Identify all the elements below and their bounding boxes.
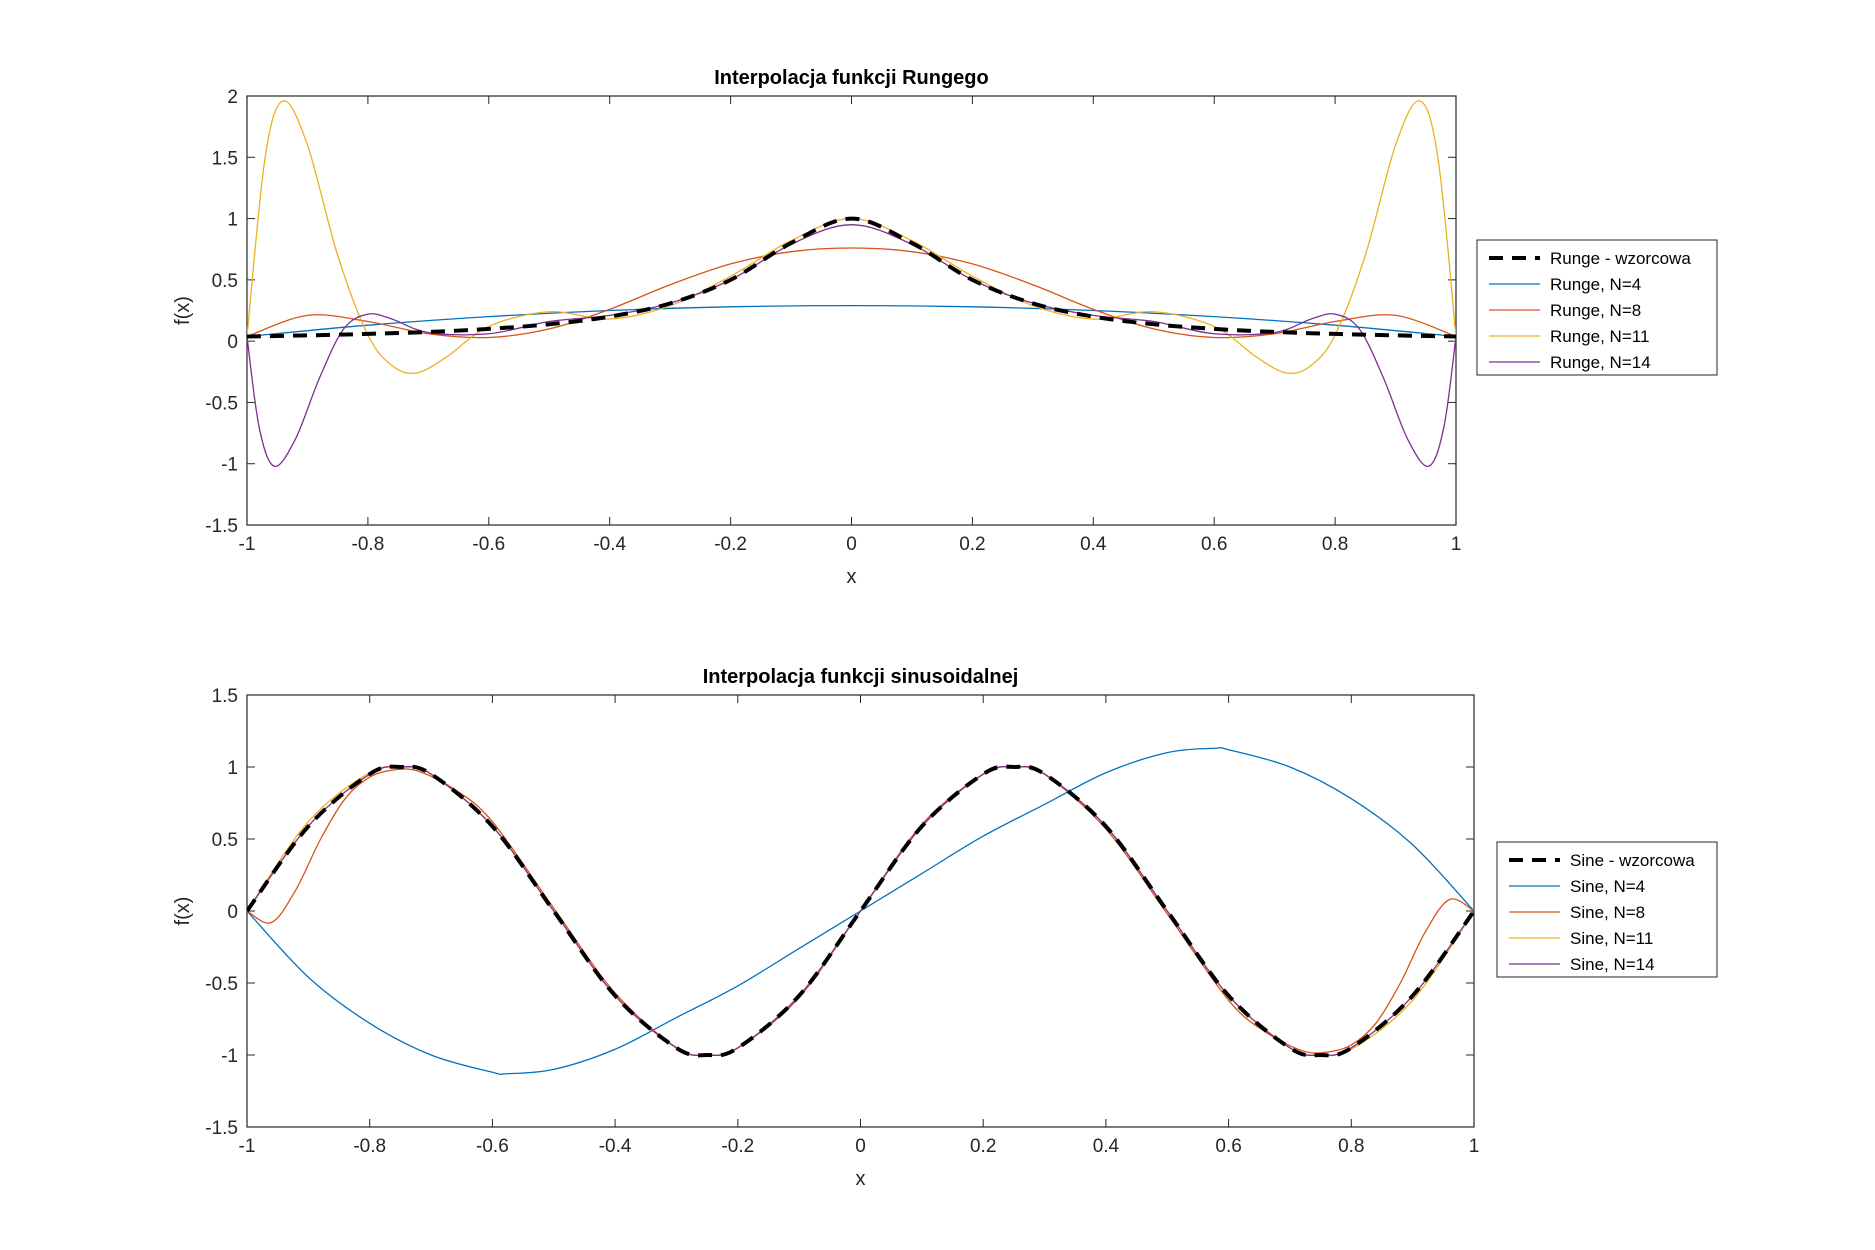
runge-x-tick-label: -0.2	[714, 534, 747, 555]
sine-x-tick-label: 0.2	[970, 1136, 996, 1157]
sine-y-tick-label: -1	[221, 1046, 238, 1067]
sine-y-tick-label: -0.5	[205, 974, 238, 995]
runge-x-tick-label: 0	[846, 534, 857, 555]
sine-x-tick-label: 1	[1469, 1136, 1480, 1157]
sine-legend-box	[1496, 841, 1718, 978]
runge-x-tick-label: 0.4	[1080, 534, 1107, 555]
sine-x-axis-label: x	[856, 1168, 866, 1190]
runge-plot-area	[247, 100, 1456, 467]
runge-axes-box	[246, 95, 1457, 526]
runge-legend: Runge - wzorcowa Runge, N=4 Runge, N=8 Rung…	[1476, 239, 1718, 376]
sine-plot-title: Interpolacja funkcji sinusoidalnej	[703, 666, 1019, 688]
sine-x-tick-label: 0	[855, 1136, 866, 1157]
runge-series-runge-wzorcowa	[247, 216, 1456, 339]
sine-x-tick-label: -1	[239, 1136, 256, 1157]
sine-y-tick-label: 0.5	[212, 830, 238, 851]
runge-y-tick-label: -1.5	[205, 516, 238, 537]
runge-y-tick-label: -0.5	[205, 393, 238, 414]
sine-series-sine-wzorcowa	[247, 764, 1474, 1058]
runge-x-axis-label: x	[847, 566, 857, 588]
runge-legend-label: Runge, N=4	[1550, 275, 1641, 294]
runge-y-tick-label: 1	[227, 210, 238, 231]
sine-y-tick-label: 1.5	[212, 686, 238, 707]
sine-legend-label: Sine, N=11	[1570, 929, 1653, 948]
runge-y-axis-label: f(x)	[172, 296, 194, 325]
sine-y-axis-label: f(x)	[172, 897, 194, 926]
sine-legend: Sine - wzorcowa Sine, N=4 Sine, N=8 Sine, N…	[1496, 841, 1718, 978]
runge-legend-label: Runge - wzorcowa	[1550, 249, 1691, 268]
sine-x-tick-label: 0.6	[1215, 1136, 1241, 1157]
runge-y-tick-label: 1.5	[212, 148, 238, 169]
sine-x-tick-label: -0.4	[599, 1136, 632, 1157]
runge-legend-label: Runge, N=8	[1550, 301, 1641, 320]
sine-x-tick-label: 0.4	[1093, 1136, 1120, 1157]
sine-y-tick-label: 0	[227, 902, 238, 923]
runge-y-tick-label: 0	[227, 332, 238, 353]
runge-legend-box	[1476, 239, 1718, 376]
runge-plot: Interpolacja funkcji Rungego x f(x) -1 -0…	[172, 67, 1718, 588]
runge-series-runge-n-14	[247, 224, 1456, 467]
sine-x-tick-label: -0.2	[721, 1136, 754, 1157]
runge-legend-label: Runge, N=11	[1550, 327, 1649, 346]
sine-x-tick-label: -0.8	[353, 1136, 386, 1157]
sine-x-tick-label: -0.6	[476, 1136, 509, 1157]
runge-x-tick-label: 0.2	[959, 534, 985, 555]
runge-y-tick-label: -1	[221, 455, 238, 476]
runge-x-tick-label: -0.8	[352, 534, 385, 555]
sine-legend-label: Sine, N=4	[1570, 877, 1645, 896]
sine-legend-label: Sine, N=14	[1570, 955, 1655, 974]
sine-plot-area	[247, 747, 1474, 1075]
runge-y-tick-label: 2	[227, 87, 238, 108]
runge-x-tick-label: -0.6	[472, 534, 505, 555]
sine-plot: Interpolacja funkcji sinusoidalnej x f(x…	[172, 666, 1718, 1190]
runge-x-tick-label: 0.6	[1201, 534, 1227, 555]
sine-y-tick-label: -1.5	[205, 1118, 238, 1139]
runge-series-runge-n-4	[247, 304, 1456, 338]
runge-y-tick-label: 0.5	[212, 271, 238, 292]
sine-y-tick-label: 1	[227, 758, 238, 779]
runge-x-tick-label: 0.8	[1322, 534, 1348, 555]
runge-series-runge-n-8	[247, 247, 1456, 339]
sine-x-tick-label: 0.8	[1338, 1136, 1364, 1157]
runge-x-tick-label: -1	[239, 534, 256, 555]
runge-plot-title: Interpolacja funkcji Rungego	[714, 67, 988, 89]
runge-legend-label: Runge, N=14	[1550, 353, 1651, 372]
sine-legend-label: Sine, N=8	[1570, 903, 1645, 922]
sine-legend-label: Sine - wzorcowa	[1570, 851, 1695, 870]
runge-x-tick-label: 1	[1451, 534, 1462, 555]
runge-x-tick-label: -0.4	[593, 534, 626, 555]
